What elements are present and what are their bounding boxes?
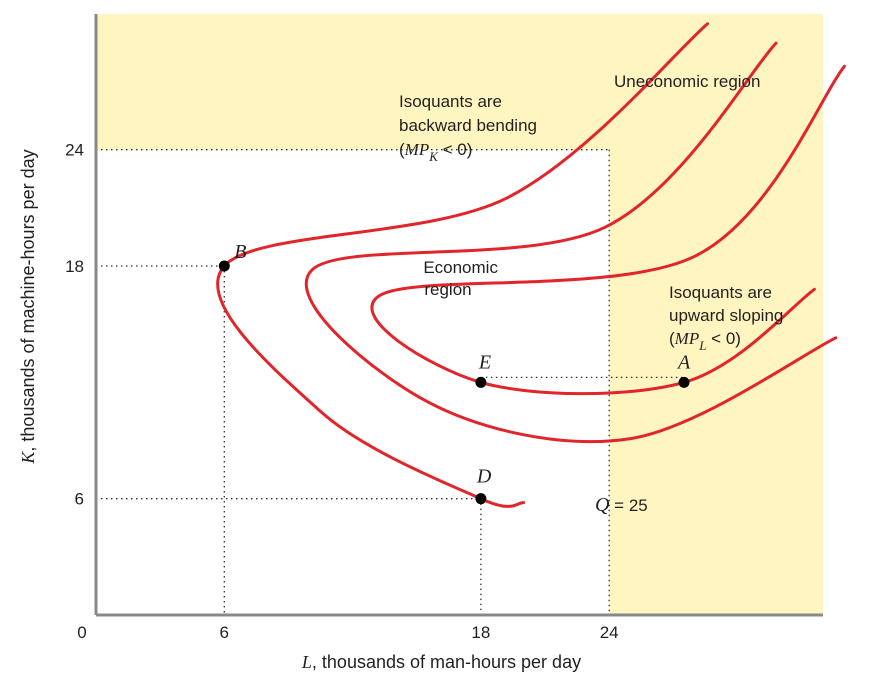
y-tick-label-24: 24 [65, 141, 84, 160]
upward-sloping-annotation: Isoquants are upward sloping [669, 283, 783, 325]
q-variable: Q [595, 494, 610, 516]
upward-line-1: Isoquants are [669, 283, 772, 302]
x-tick-label-6: 6 [220, 623, 229, 642]
economic-region-line-1: Economic [423, 258, 498, 277]
y-tick-label-6: 6 [75, 490, 84, 509]
isoquant-curve-1 [216, 22, 709, 508]
backward-line-2: backward bending [399, 116, 537, 135]
upward-mp-sub: L [698, 338, 706, 353]
economic-region-fill [96, 149, 610, 616]
q-value: = 25 [609, 496, 647, 515]
y-axis-title-text: , thousands of machine-hours per day [18, 149, 38, 451]
point-b-marker [218, 260, 230, 272]
backward-line-1: Isoquants are [399, 92, 502, 111]
x-tick-label-0: 0 [77, 623, 86, 642]
x-tick-label-24: 24 [600, 623, 619, 642]
y-axis-variable: K [18, 451, 38, 465]
point-e-marker [475, 376, 487, 388]
point-d-label: D [476, 466, 492, 488]
backward-mp-var: MP [404, 140, 430, 159]
economic-region-label: Economic region [423, 258, 502, 299]
axes [94, 14, 823, 617]
point-b-label: B [234, 241, 246, 263]
backward-mp-sub: K [428, 149, 439, 164]
backward-mp-open: ( [399, 140, 405, 159]
y-axis-title: K, thousands of machine-hours per day [18, 149, 38, 464]
isoquant-curve-2 [304, 41, 838, 444]
upward-mp-rest: < 0) [706, 329, 741, 348]
point-a-marker [678, 376, 690, 388]
x-axis-variable: L [301, 652, 312, 672]
economic-region-line-2: region [424, 280, 471, 299]
point-a-label: A [676, 351, 691, 373]
point-d-marker [475, 493, 487, 505]
uneconomic-region-label: Uneconomic region [614, 72, 760, 91]
upward-mp-condition: (MPL < 0) [669, 329, 741, 353]
x-tick-label-18: 18 [471, 623, 490, 642]
point-e-label: E [478, 351, 491, 373]
backward-mp-condition: (MPK < 0) [399, 140, 472, 164]
x-axis-title-text: , thousands of man-hours per day [312, 652, 581, 672]
q25-series-label: Q = 25 [595, 494, 648, 516]
backward-bending-annotation: Isoquants are backward bending [399, 92, 537, 135]
upward-mp-open: ( [669, 329, 675, 348]
x-axis-title: L, thousands of man-hours per day [301, 652, 581, 672]
backward-mp-rest: < 0) [438, 140, 473, 159]
tick-labels: 0 6 18 24 6 18 24 [65, 141, 619, 642]
upward-line-2: upward sloping [669, 306, 783, 325]
point-markers: B E A D [218, 241, 691, 505]
plot-background [96, 14, 823, 616]
upward-mp-var: MP [674, 329, 700, 348]
y-tick-label-18: 18 [65, 257, 84, 276]
dotted-guide-lines [96, 149, 685, 615]
